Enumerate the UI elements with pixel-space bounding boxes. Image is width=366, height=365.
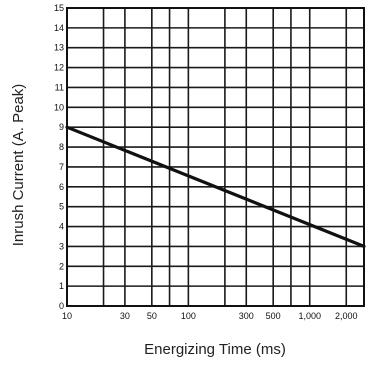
y-tick-label-1: 1 [59,281,64,291]
y-tick-label-10: 10 [54,102,64,112]
x-tick-label-2000: 2,000 [335,311,358,321]
y-tick-label-13: 13 [54,43,64,53]
x-tick-label-300: 300 [239,311,254,321]
plot-frame [66,7,365,307]
y-tick-label-15: 15 [54,3,64,13]
x-axis-label: Energizing Time (ms) [144,341,286,358]
y-tick-label-6: 6 [59,182,64,192]
x-tick-label-1000: 1,000 [298,311,321,321]
series-layer [65,125,366,248]
x-tick-label-100: 100 [181,311,196,321]
y-tick-label-7: 7 [59,162,64,172]
y-tick-label-2: 2 [59,261,64,271]
x-tick-label-500: 500 [266,311,281,321]
y-tick-label-9: 9 [59,122,64,132]
y-tick-label-4: 4 [59,222,64,232]
grid [66,7,365,307]
y-tick-label-14: 14 [54,23,64,33]
x-tick-label-50: 50 [147,311,157,321]
y-tick-label-11: 11 [55,82,64,92]
y-tick-label-5: 5 [59,202,64,212]
x-tick-label-30: 30 [120,311,130,321]
x-tick-labels: 10 30 50 100 300 500 1,000 2,000 [62,311,358,321]
y-tick-label-8: 8 [59,142,64,152]
series-line-0 [65,125,366,248]
y-tick-label-3: 3 [59,241,64,251]
y-axis-label: Inrush Current (A. Peak) [10,84,27,247]
y-tick-label-12: 12 [54,63,64,73]
y-tick-label-0: 0 [59,301,64,311]
x-tick-label-10: 10 [62,311,72,321]
